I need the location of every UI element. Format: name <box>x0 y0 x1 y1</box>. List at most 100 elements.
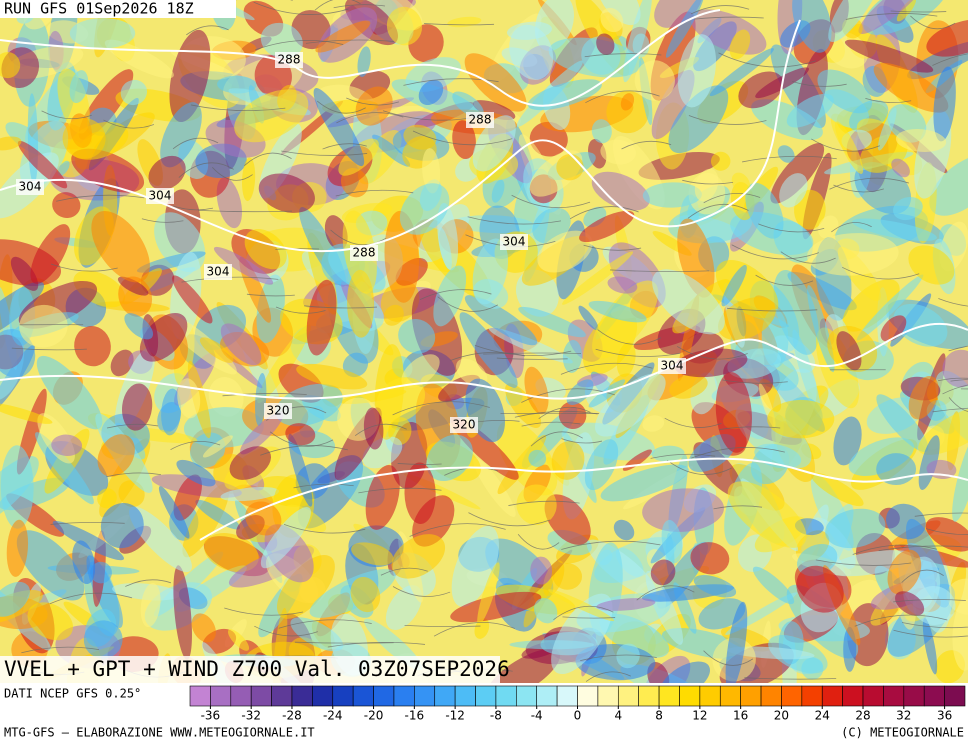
streamline <box>932 53 968 66</box>
texture <box>856 274 924 341</box>
streamline <box>842 266 920 280</box>
source-label: DATI NCEP GFS 0.25° <box>4 687 141 701</box>
streamline <box>511 194 591 209</box>
texture <box>285 423 316 446</box>
streamline <box>281 150 368 156</box>
texture <box>148 155 186 190</box>
streamline <box>811 138 880 152</box>
streamline <box>198 209 292 213</box>
streamline <box>222 393 307 397</box>
texture <box>620 93 635 111</box>
texture <box>896 0 917 22</box>
streamline <box>172 137 219 150</box>
texture <box>562 339 582 373</box>
texture <box>100 502 144 549</box>
texture <box>473 457 516 517</box>
color-swatch <box>781 685 803 707</box>
streamline <box>403 78 499 86</box>
streamline <box>932 407 968 413</box>
streamline <box>467 216 562 225</box>
texture <box>244 229 287 270</box>
texture <box>918 435 940 490</box>
streamline <box>21 646 100 654</box>
texture <box>386 6 423 46</box>
contour-label-bg <box>350 245 378 261</box>
texture <box>306 279 337 356</box>
color-swatch <box>352 685 374 707</box>
texture <box>591 171 650 211</box>
texture <box>735 403 812 469</box>
streamline <box>718 52 817 68</box>
tick-label: -28 <box>282 709 302 723</box>
contour-label: 304 <box>503 235 526 249</box>
texture <box>275 383 343 427</box>
streamline <box>845 13 938 20</box>
texture <box>594 373 666 437</box>
texture <box>669 374 708 399</box>
map-title: VVEL + GPT + WIND Z700 Val. 03Z07SEP2026 <box>4 657 510 681</box>
texture <box>464 295 538 346</box>
tick-label: -24 <box>323 709 343 723</box>
texture <box>922 618 938 675</box>
texture <box>258 173 315 213</box>
streamline <box>561 540 661 550</box>
texture <box>651 445 685 462</box>
streamline <box>335 189 414 197</box>
texture <box>385 585 422 630</box>
streamline <box>409 523 506 537</box>
texture <box>213 246 274 285</box>
texture <box>36 355 103 430</box>
texture <box>6 519 29 577</box>
texture <box>182 483 230 558</box>
streamline <box>584 53 662 58</box>
texture <box>204 532 259 572</box>
texture <box>0 581 30 617</box>
streamline <box>322 143 367 150</box>
streamline <box>713 505 763 510</box>
texture <box>548 37 642 78</box>
texture <box>169 29 211 123</box>
tick-label: -32 <box>241 709 261 723</box>
streamline <box>852 544 937 555</box>
texture <box>0 403 53 424</box>
texture <box>596 33 615 55</box>
texture <box>895 591 925 616</box>
streamline <box>595 348 681 357</box>
texture <box>562 251 634 305</box>
texture <box>952 432 968 522</box>
texture <box>891 158 910 178</box>
contour-label-bg <box>658 358 686 374</box>
streamline <box>538 406 591 420</box>
texture <box>516 484 557 526</box>
color-swatch <box>944 685 966 707</box>
streamline <box>937 377 968 382</box>
streamline <box>901 622 968 629</box>
streamline <box>666 459 732 475</box>
color-swatch <box>291 685 313 707</box>
contour-label: 304 <box>19 180 42 194</box>
streamline <box>11 347 87 351</box>
texture <box>509 24 554 80</box>
texture <box>121 383 153 431</box>
streamline <box>688 115 767 125</box>
color-swatch <box>434 685 456 707</box>
streamline <box>244 152 292 166</box>
streamline <box>50 521 125 525</box>
texture <box>255 373 267 426</box>
streamline <box>636 585 695 601</box>
streamline <box>358 487 442 494</box>
streamline <box>694 16 764 20</box>
texture <box>404 462 436 524</box>
color-swatch <box>679 685 701 707</box>
texture <box>710 151 731 171</box>
color-swatch <box>617 685 639 707</box>
streamline <box>664 417 722 428</box>
streamline <box>172 205 214 211</box>
streamline <box>890 10 947 13</box>
texture <box>613 519 635 541</box>
texture <box>437 203 459 271</box>
texture <box>0 329 36 378</box>
texture <box>69 70 89 104</box>
texture <box>632 33 650 58</box>
